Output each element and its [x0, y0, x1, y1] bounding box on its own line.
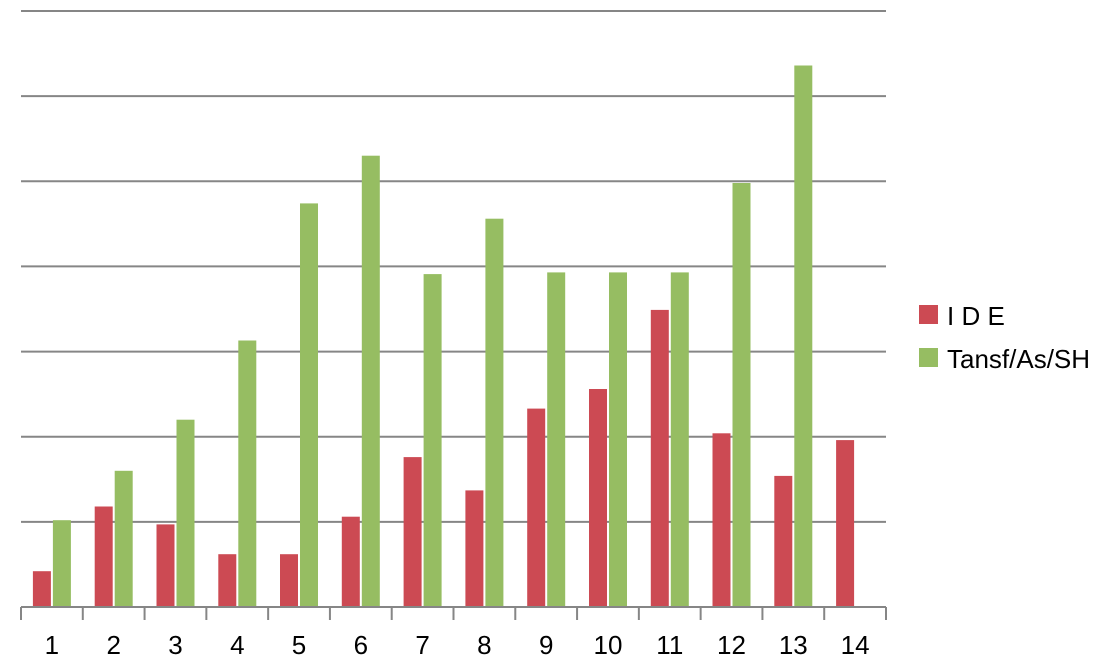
bar-ide-1 — [32, 571, 51, 607]
bar-ide-14 — [836, 440, 855, 607]
bar-ide-5 — [280, 554, 298, 607]
x-axis: 1 2 3 4 5 6 7 8 9 10 11 12 13 14 — [20, 606, 887, 660]
x-tick-label: 12 — [717, 630, 746, 660]
x-tick-label: 6 — [354, 630, 368, 660]
x-tick-label: 2 — [106, 630, 120, 660]
legend-label-ide: I D E — [947, 301, 1005, 331]
bar-ide-12 — [712, 433, 731, 607]
bar-tansf-as-sh-3 — [176, 419, 195, 607]
x-tick-label: 14 — [841, 630, 870, 660]
bar-tansf-as-sh-8 — [485, 218, 504, 607]
bar-ide-2 — [94, 506, 113, 607]
bar-tansf-as-sh-1 — [52, 520, 71, 607]
legend: I D E Tansf/As/SH — [919, 301, 1090, 374]
bar-ide-7 — [403, 457, 422, 607]
bar-ide-6 — [341, 516, 360, 607]
legend-swatch-ide — [919, 305, 938, 324]
bar-tansf-as-sh-5 — [300, 203, 318, 607]
x-tick-label: 13 — [779, 630, 808, 660]
bar-tansf-as-sh-7 — [423, 274, 442, 607]
x-tick-label: 5 — [292, 630, 306, 660]
gridlines — [21, 10, 886, 523]
x-tick-label: 1 — [45, 630, 59, 660]
x-tick-label: 8 — [477, 630, 491, 660]
bar-tansf-as-sh-12 — [732, 183, 751, 607]
x-tick-label: 9 — [539, 630, 553, 660]
x-tick-label: 3 — [168, 630, 182, 660]
bar-tansf-as-sh-4 — [238, 340, 257, 607]
bar-ide-3 — [156, 524, 175, 607]
x-tick-label: 7 — [415, 630, 429, 660]
bar-tansf-as-sh-10 — [609, 272, 627, 607]
bar-tansf-as-sh-13 — [794, 65, 813, 607]
bar-ide-8 — [465, 490, 484, 607]
x-tick-label: 11 — [656, 630, 683, 660]
bar-ide-11 — [650, 309, 669, 607]
bar-ide-4 — [218, 554, 237, 607]
bar-ide-10 — [589, 389, 607, 607]
bar-tansf-as-sh-9 — [547, 272, 566, 607]
legend-swatch-tansf-as-sh — [919, 348, 938, 367]
bar-ide-13 — [774, 475, 793, 607]
bars — [32, 65, 855, 607]
bar-tansf-as-sh-2 — [114, 470, 133, 607]
x-tick-label: 4 — [230, 630, 244, 660]
x-tick-label: 10 — [594, 630, 623, 660]
bar-tansf-as-sh-11 — [670, 272, 689, 607]
legend-label-tansf-as-sh: Tansf/As/SH — [947, 344, 1090, 374]
bar-tansf-as-sh-6 — [361, 155, 380, 607]
bar-ide-9 — [527, 408, 546, 607]
